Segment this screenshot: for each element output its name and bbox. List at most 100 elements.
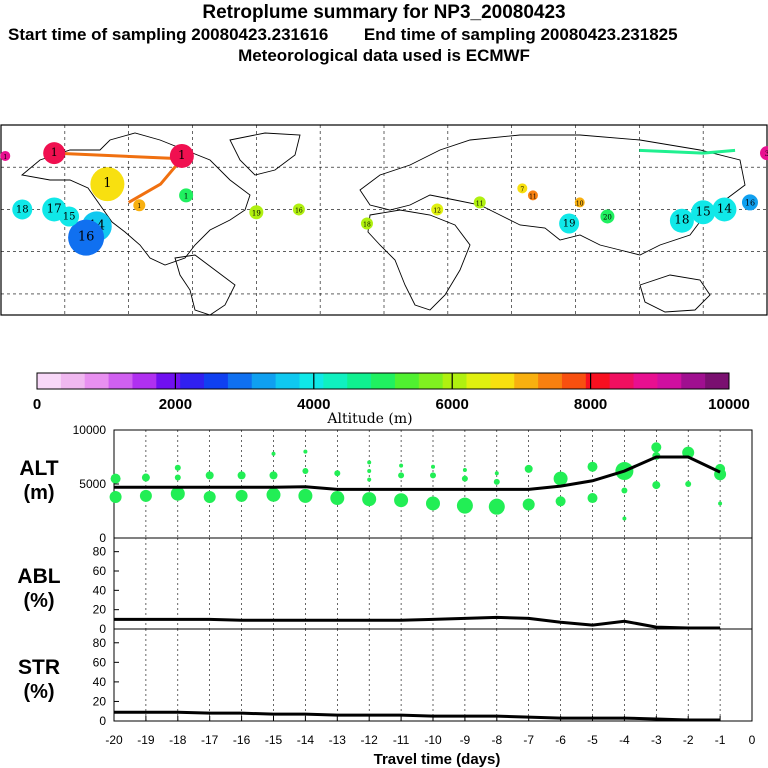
y-tick-label: 0	[99, 714, 106, 728]
map-point-marker	[292, 203, 305, 216]
y-tick-label: 80	[93, 545, 107, 559]
map-point: 1	[133, 199, 146, 212]
map-point-marker	[741, 194, 758, 211]
panel-ylabel: ALT	[19, 457, 58, 480]
altitude-cluster-dot	[237, 471, 246, 480]
x-tick-label: -4	[619, 733, 630, 747]
panel-str: 0 20 40 60 80 STR(%)	[18, 628, 753, 728]
altitude-cluster-dot	[431, 464, 435, 469]
x-tick-label: -9	[460, 733, 471, 747]
colorbar-swatch	[490, 373, 515, 389]
colorbar-swatch	[299, 373, 324, 389]
colorbar-swatch	[251, 373, 277, 389]
map-point-label: 18	[674, 213, 689, 227]
colorbar-swatch	[37, 373, 62, 389]
map-point-marker	[712, 197, 737, 222]
colorbar-swatch	[323, 373, 348, 389]
map-point-marker	[517, 183, 528, 194]
altitude-cluster-dot	[302, 468, 309, 475]
altitude-cluster-dot	[266, 487, 281, 502]
x-tick-label: -11	[393, 733, 410, 747]
africa-outline	[367, 209, 471, 311]
y-tick-label: 60	[93, 655, 107, 669]
colorbar-swatch	[275, 373, 300, 389]
colorbar-swatch	[371, 373, 396, 389]
y-tick-label: 80	[93, 636, 107, 650]
altitude-cluster-dot	[139, 489, 152, 502]
map-point-label: 15	[696, 204, 711, 218]
y-tick-label: 60	[93, 564, 107, 578]
map-point-label: 16	[295, 207, 303, 214]
altitude-cluster-dot	[398, 472, 405, 479]
map-point-label: 16	[745, 198, 755, 207]
altitude-cluster-dot	[235, 489, 248, 502]
map-point-marker	[574, 197, 585, 208]
plume-tracks	[54, 148, 736, 204]
map-point: 15	[691, 200, 716, 225]
altitude-cluster-dot	[522, 498, 535, 511]
altitude-cluster-dot	[141, 473, 150, 482]
map-point-marker	[249, 205, 264, 220]
y-tick-label: 40	[93, 675, 107, 689]
x-tick-label: -5	[587, 733, 598, 747]
map-point: 19	[249, 205, 264, 220]
map-point-label: 17	[47, 201, 62, 215]
colorbar-swatch	[418, 373, 444, 389]
altitude-cluster-dot	[367, 460, 372, 465]
map-point-marker	[68, 219, 105, 256]
map-point-label: 1	[51, 146, 58, 159]
altitude-cluster-dot	[203, 490, 216, 503]
x-tick-label: -7	[523, 733, 534, 747]
altitude-colorbar: 0 2000 4000 6000 8000 10000	[33, 372, 750, 413]
map-point-label: 20	[603, 213, 612, 221]
altitude-cluster-dot	[461, 475, 468, 482]
altitude-cluster-dot	[109, 490, 122, 503]
altitude-cluster-dot	[362, 492, 377, 507]
altitude-cluster-dot	[110, 473, 121, 484]
altitude-cluster-dot	[622, 516, 627, 521]
x-tick-label: -20	[105, 733, 123, 747]
map-point-label: 1	[178, 148, 186, 162]
altitude-cluster-dot	[334, 470, 341, 477]
map-point-label: 18	[363, 222, 371, 229]
colorbar-swatch	[585, 373, 611, 389]
map-point-label: 18	[16, 204, 29, 215]
altitude-cluster-dot	[170, 486, 185, 501]
map-point-marker	[760, 146, 768, 161]
track-orange	[54, 151, 185, 204]
start-value: 20080423.231616	[191, 25, 329, 44]
greenland-outline	[229, 132, 301, 176]
x-tick-label: -13	[329, 733, 347, 747]
map-point-label: 16	[78, 230, 95, 245]
map-point-marker	[43, 142, 66, 165]
panel-unit: (%)	[23, 590, 54, 612]
map-point: 18	[12, 199, 33, 220]
sampling-times: Start time of sampling 20080423.231616 E…	[8, 25, 678, 45]
end-label: End time of sampling	[363, 25, 536, 44]
colorbar-swatch	[538, 373, 563, 389]
colorbar-swatch	[347, 373, 372, 389]
panel-ylabel: ABL	[17, 565, 60, 588]
map-point: 1	[179, 188, 194, 203]
map-point-marker	[0, 150, 11, 161]
altitude-cluster-dot	[524, 464, 533, 473]
map-point-marker	[527, 190, 538, 201]
south-america-outline	[174, 254, 236, 316]
map-point: 18	[360, 217, 373, 230]
map-point-marker	[473, 196, 486, 209]
x-tick-label: -3	[651, 733, 662, 747]
map-point-label: 11	[476, 200, 484, 207]
map-point-label: 14	[717, 201, 733, 215]
x-tick-label: -10	[424, 733, 442, 747]
map-point-label: 1	[137, 203, 141, 210]
map-point-marker	[133, 199, 146, 212]
series-line	[114, 455, 721, 491]
x-tick-label: -18	[169, 733, 187, 747]
map-point-label: 19	[252, 209, 261, 217]
map-point-label: 1	[3, 154, 7, 161]
altitude-cluster-dot	[488, 498, 505, 515]
x-tick-label: 0	[749, 733, 756, 747]
map-point-marker	[90, 167, 125, 202]
colorbar-swatch	[180, 373, 205, 389]
